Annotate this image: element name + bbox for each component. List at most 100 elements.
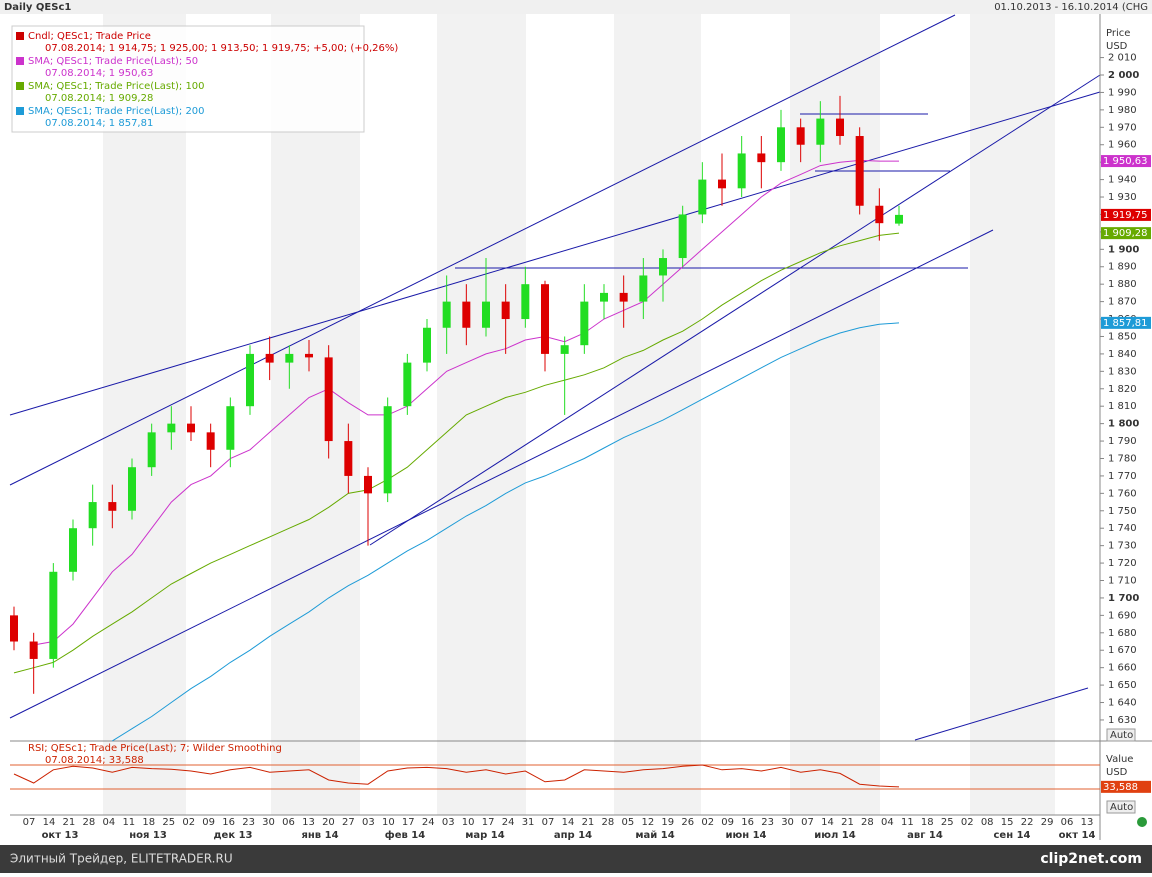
footer [0,845,1152,873]
candle-body [69,528,77,572]
x-tick-label: 02 [961,817,974,828]
sma-line [112,322,900,742]
month-label: авг 14 [907,830,943,841]
candle-body [403,362,412,407]
x-tick-label: 28 [602,817,615,828]
x-tick-label: 12 [641,817,654,828]
y-tick-label: 1 900 [1108,244,1139,255]
month-band [970,14,1055,815]
candle-body [10,615,18,642]
sma-line [13,232,900,674]
candle-body [639,275,648,302]
candle-body [206,432,215,450]
y-tick-label: 1 820 [1108,384,1137,395]
y-tick-label: 1 870 [1108,297,1137,308]
candle-body [600,292,608,302]
x-tick-label: 20 [322,817,335,828]
x-tick-label: 30 [781,817,794,828]
x-tick-label: 06 [282,817,295,828]
candle-body [442,301,451,328]
x-tick-label: 06 [1061,817,1074,828]
candle-body [187,423,195,433]
footer-source: Элитный Трейдер, ELITETRADER.RU [10,852,233,866]
y-tick-label: 1 650 [1108,680,1137,691]
y-tick-label: 1 660 [1108,663,1137,674]
x-tick-label: 30 [262,817,275,828]
x-tick-label: 21 [63,817,76,828]
y-tick-label: 1 670 [1108,645,1137,656]
x-tick-label: 21 [841,817,854,828]
y-tick-label: 1 930 [1108,192,1137,203]
axis-title: Price [1106,28,1130,39]
candle-body [226,406,235,450]
candle-body [875,205,884,224]
legend-detail: 07.08.2014; 1 950,63 [45,68,153,79]
y-tick-label: 1 760 [1108,488,1137,499]
legend-detail: 07.08.2014; 1 914,75; 1 925,00; 1 913,50… [45,43,398,54]
x-tick-label: 23 [242,817,255,828]
x-tick-label: 11 [901,817,914,828]
x-tick-label: 16 [222,817,235,828]
candle-body [757,153,766,163]
candle-body [560,345,569,354]
candle-body [88,502,97,529]
candle-body [580,301,589,346]
x-tick-label: 10 [462,817,475,828]
candle-body [718,179,726,189]
x-tick-label: 24 [502,817,515,828]
month-label: мар 14 [465,830,505,841]
candle-body [501,301,510,320]
x-tick-label: 08 [981,817,994,828]
y-tick-label: 1 770 [1108,471,1137,482]
month-label: окт 14 [1059,830,1096,841]
x-tick-label: 19 [661,817,674,828]
y-tick-label: 1 810 [1108,401,1137,412]
candle-body [324,357,333,442]
x-tick-label: 10 [382,817,395,828]
candle-body [29,641,38,659]
value-badge [1101,227,1151,240]
x-tick-label: 25 [162,817,175,828]
x-tick-label: 03 [442,817,455,828]
status-dot [1137,817,1147,827]
month-band [614,14,701,815]
auto-label[interactable]: Auto [1110,802,1133,813]
month-label: май 14 [635,830,674,841]
candle-body [521,284,530,320]
x-tick-label: 14 [821,817,834,828]
month-label: июн 14 [725,830,766,841]
x-tick-label: 07 [542,817,555,828]
auto-label[interactable]: Auto [1110,730,1133,741]
y-tick-label: 1 720 [1108,558,1137,569]
x-tick-label: 31 [522,817,535,828]
month-band [271,14,360,815]
y-tick-label: 1 960 [1108,140,1137,151]
footer-brand: clip2net.com [1040,851,1142,867]
x-tick-label: 11 [122,817,135,828]
value-badge-label: 1 919,75 [1103,210,1148,221]
value-badge [1101,155,1151,168]
auto-button[interactable] [1106,728,1136,742]
value-badge-label: 1 857,81 [1103,318,1148,329]
x-tick-label: 15 [1001,817,1014,828]
sma-line [33,159,899,646]
x-tick-label: 04 [881,817,894,828]
candle-body [737,153,746,189]
x-tick-label: 02 [182,817,195,828]
candle-body [698,179,707,215]
y-tick-label: 1 780 [1108,453,1137,464]
candle-body [49,571,58,659]
x-tick-label: 27 [342,817,355,828]
candle-body [462,301,471,328]
y-tick-label: 2 000 [1108,70,1139,81]
x-tick-label: 18 [921,817,934,828]
month-band [103,14,186,815]
axis-unit: USD [1106,767,1128,778]
y-tick-label: 1 990 [1108,87,1137,98]
legend-icon [16,57,24,65]
auto-button[interactable] [1106,800,1136,814]
candle-body [855,136,864,206]
candle-body [659,258,667,276]
month-label: янв 14 [301,830,338,841]
value-badge [1101,208,1151,221]
